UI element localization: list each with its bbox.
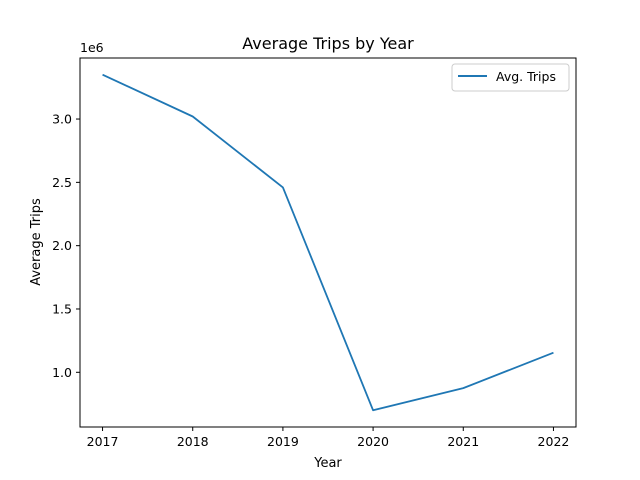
- y-tick-label: 2.5: [52, 175, 72, 190]
- axes-frame: [79, 57, 577, 428]
- y-tick-label: 3.0: [52, 112, 72, 127]
- legend-box: [451, 63, 570, 92]
- x-axis-label: Year: [313, 456, 342, 471]
- legend-label-avg-trips: Avg. Trips: [496, 69, 556, 84]
- y-axis-ticks: 1.0 1.5 2.0 2.5 3.0: [52, 112, 80, 380]
- y-axis-label: Average Trips: [29, 198, 44, 286]
- x-tick-label: 2022: [538, 434, 570, 449]
- x-tick-label: 2020: [357, 434, 389, 449]
- y-tick-label: 1.0: [52, 365, 72, 380]
- y-offset-text: 1e6: [80, 40, 104, 55]
- y-tick-label: 1.5: [52, 301, 72, 316]
- x-axis-ticks: 2017 2018 2019 2020 2021 2022: [87, 427, 570, 449]
- x-tick-label: 2017: [87, 434, 119, 449]
- series-line: [102, 73, 554, 412]
- legend: Avg. Trips: [451, 63, 570, 92]
- chart-title: Average Trips by Year: [242, 34, 414, 53]
- plot-area: [79, 57, 577, 428]
- x-tick-label: 2018: [177, 434, 209, 449]
- x-tick-label: 2021: [447, 434, 479, 449]
- series-layer: [102, 73, 554, 412]
- x-tick-label: 2019: [267, 434, 299, 449]
- y-tick-label: 2.0: [52, 238, 72, 253]
